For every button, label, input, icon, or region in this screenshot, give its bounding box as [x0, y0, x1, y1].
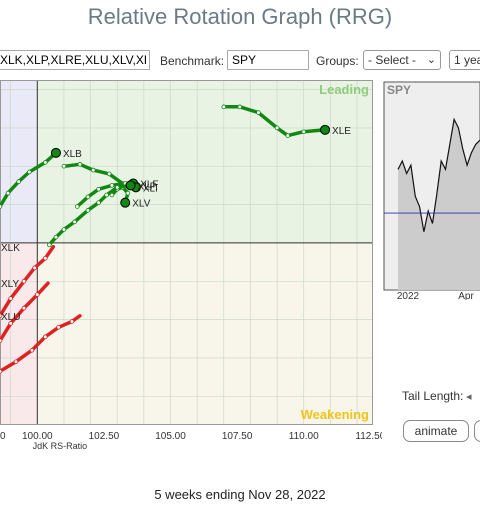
tail-point	[114, 185, 120, 190]
tail-point	[0, 369, 3, 374]
groups-select-value: - Select -	[368, 53, 417, 67]
groups-label: Groups:	[316, 54, 359, 68]
tail-point	[21, 278, 27, 284]
tail-point	[85, 194, 91, 200]
series-label-xlf: XLF	[140, 180, 158, 191]
x-axis-label: JdK RS-Ratio	[33, 441, 88, 451]
leading-label: Leading	[319, 82, 369, 97]
tail-point	[96, 200, 101, 205]
spy-price-plot: SPY 2022 Apr	[383, 81, 480, 302]
period-select-value: 1 yea	[454, 53, 480, 67]
series-label-xlv: XLV	[132, 199, 150, 210]
tail-xlb	[0, 151, 58, 209]
tail-point	[8, 321, 13, 326]
tail-point	[32, 265, 37, 271]
tail-point	[301, 129, 307, 135]
tail-point	[46, 242, 52, 248]
animate-button[interactable]: animate	[403, 420, 469, 442]
period-select[interactable]: 1 yea	[449, 50, 480, 70]
x-tick-label: 107.50	[222, 431, 253, 442]
tail-point	[42, 255, 48, 261]
x-tick-label: 100.00	[22, 431, 53, 442]
period-caption: 5 weeks ending Nov 28, 2022	[154, 487, 326, 502]
toolbar: Benchmark: Groups: - Select - ⌄ 1 yea	[0, 50, 480, 72]
tail-point	[21, 305, 27, 311]
tail-point	[8, 296, 13, 301]
spy-date-label: 2022	[397, 291, 420, 300]
tail-point	[0, 204, 3, 209]
spy-area	[398, 119, 480, 291]
rrg-plot: Leading Weakening 0 100.00 102.50 105.00 107.5…	[0, 80, 386, 451]
series-label-xle: XLE	[332, 126, 351, 137]
next-button[interactable]	[474, 420, 480, 442]
groups-select[interactable]: - Select - ⌄	[363, 50, 441, 70]
tail-point	[56, 324, 61, 330]
series-label-xlk: XLK	[1, 243, 20, 254]
improving-quadrant	[0, 80, 38, 243]
spy-label: SPY	[387, 83, 411, 97]
series-label-xlu: XLU	[1, 312, 20, 323]
tail-point	[16, 179, 21, 184]
tail-xlk	[0, 244, 56, 318]
tail-point	[13, 359, 19, 365]
spy-price-chart: SPY 2022 Apr	[382, 80, 480, 302]
tail-point	[69, 319, 75, 324]
tail-point	[42, 334, 48, 340]
series-label-xlp: XLP	[138, 181, 157, 192]
spy-line	[397, 117, 480, 232]
tail-point	[96, 186, 101, 192]
tail-point	[29, 347, 35, 353]
leading-quadrant	[37, 80, 374, 243]
x-tick-label: 102.50	[89, 431, 120, 442]
x-tick-label: 105.00	[155, 431, 186, 442]
tail-point	[106, 171, 112, 177]
tail-point	[256, 110, 261, 115]
tail-point	[77, 162, 83, 167]
tail-point	[53, 234, 59, 240]
tail-point	[0, 313, 3, 319]
tail-point	[34, 292, 40, 297]
tail-point	[90, 167, 96, 173]
tail-point	[72, 219, 77, 225]
page-title: Relative Rotation Graph (RRG)	[87, 4, 393, 29]
x-tick-label: 112.50	[355, 431, 382, 442]
series-label-xli: XLI	[143, 183, 158, 194]
weakening-label: Weakening	[301, 407, 369, 422]
rrg-chart: Leading Weakening 0 100.00 102.50 105.00 107.5…	[0, 80, 386, 477]
chevron-down-icon: ⌄	[426, 54, 436, 66]
tail-point	[74, 204, 80, 209]
tail-length-slider[interactable]: ◂	[466, 391, 472, 403]
tail-point	[85, 208, 91, 213]
tail-point	[42, 160, 48, 165]
spy-date-label: Apr	[458, 291, 474, 300]
tail-length-label: Tail Length:	[402, 389, 464, 403]
head-point-xle	[320, 124, 331, 135]
tail-point	[104, 192, 109, 198]
tickers-input[interactable]	[0, 50, 150, 70]
tail-point	[61, 163, 67, 169]
tail-point	[237, 104, 243, 110]
head-point-xlb	[50, 147, 61, 158]
head-point-xlp	[125, 180, 136, 191]
tail-point	[285, 133, 291, 138]
tail-point	[109, 183, 115, 188]
x-tick-label: 0	[0, 431, 6, 442]
tail-point	[221, 104, 227, 110]
series-label-xlb: XLB	[63, 149, 82, 160]
tail-point	[5, 190, 11, 196]
x-tick-label: 110.00	[289, 431, 319, 442]
tail-point	[274, 125, 280, 131]
tail-point	[61, 227, 67, 232]
tail-point	[27, 169, 32, 175]
series-label-xly: XLY	[1, 279, 19, 290]
benchmark-input[interactable]	[227, 50, 309, 70]
tail-point	[125, 190, 131, 196]
weakening-quadrant	[37, 242, 374, 425]
tail-point	[0, 338, 3, 343]
plot-border	[0, 80, 373, 425]
benchmark-label: Benchmark:	[160, 54, 225, 68]
head-point-xlv	[120, 197, 131, 208]
